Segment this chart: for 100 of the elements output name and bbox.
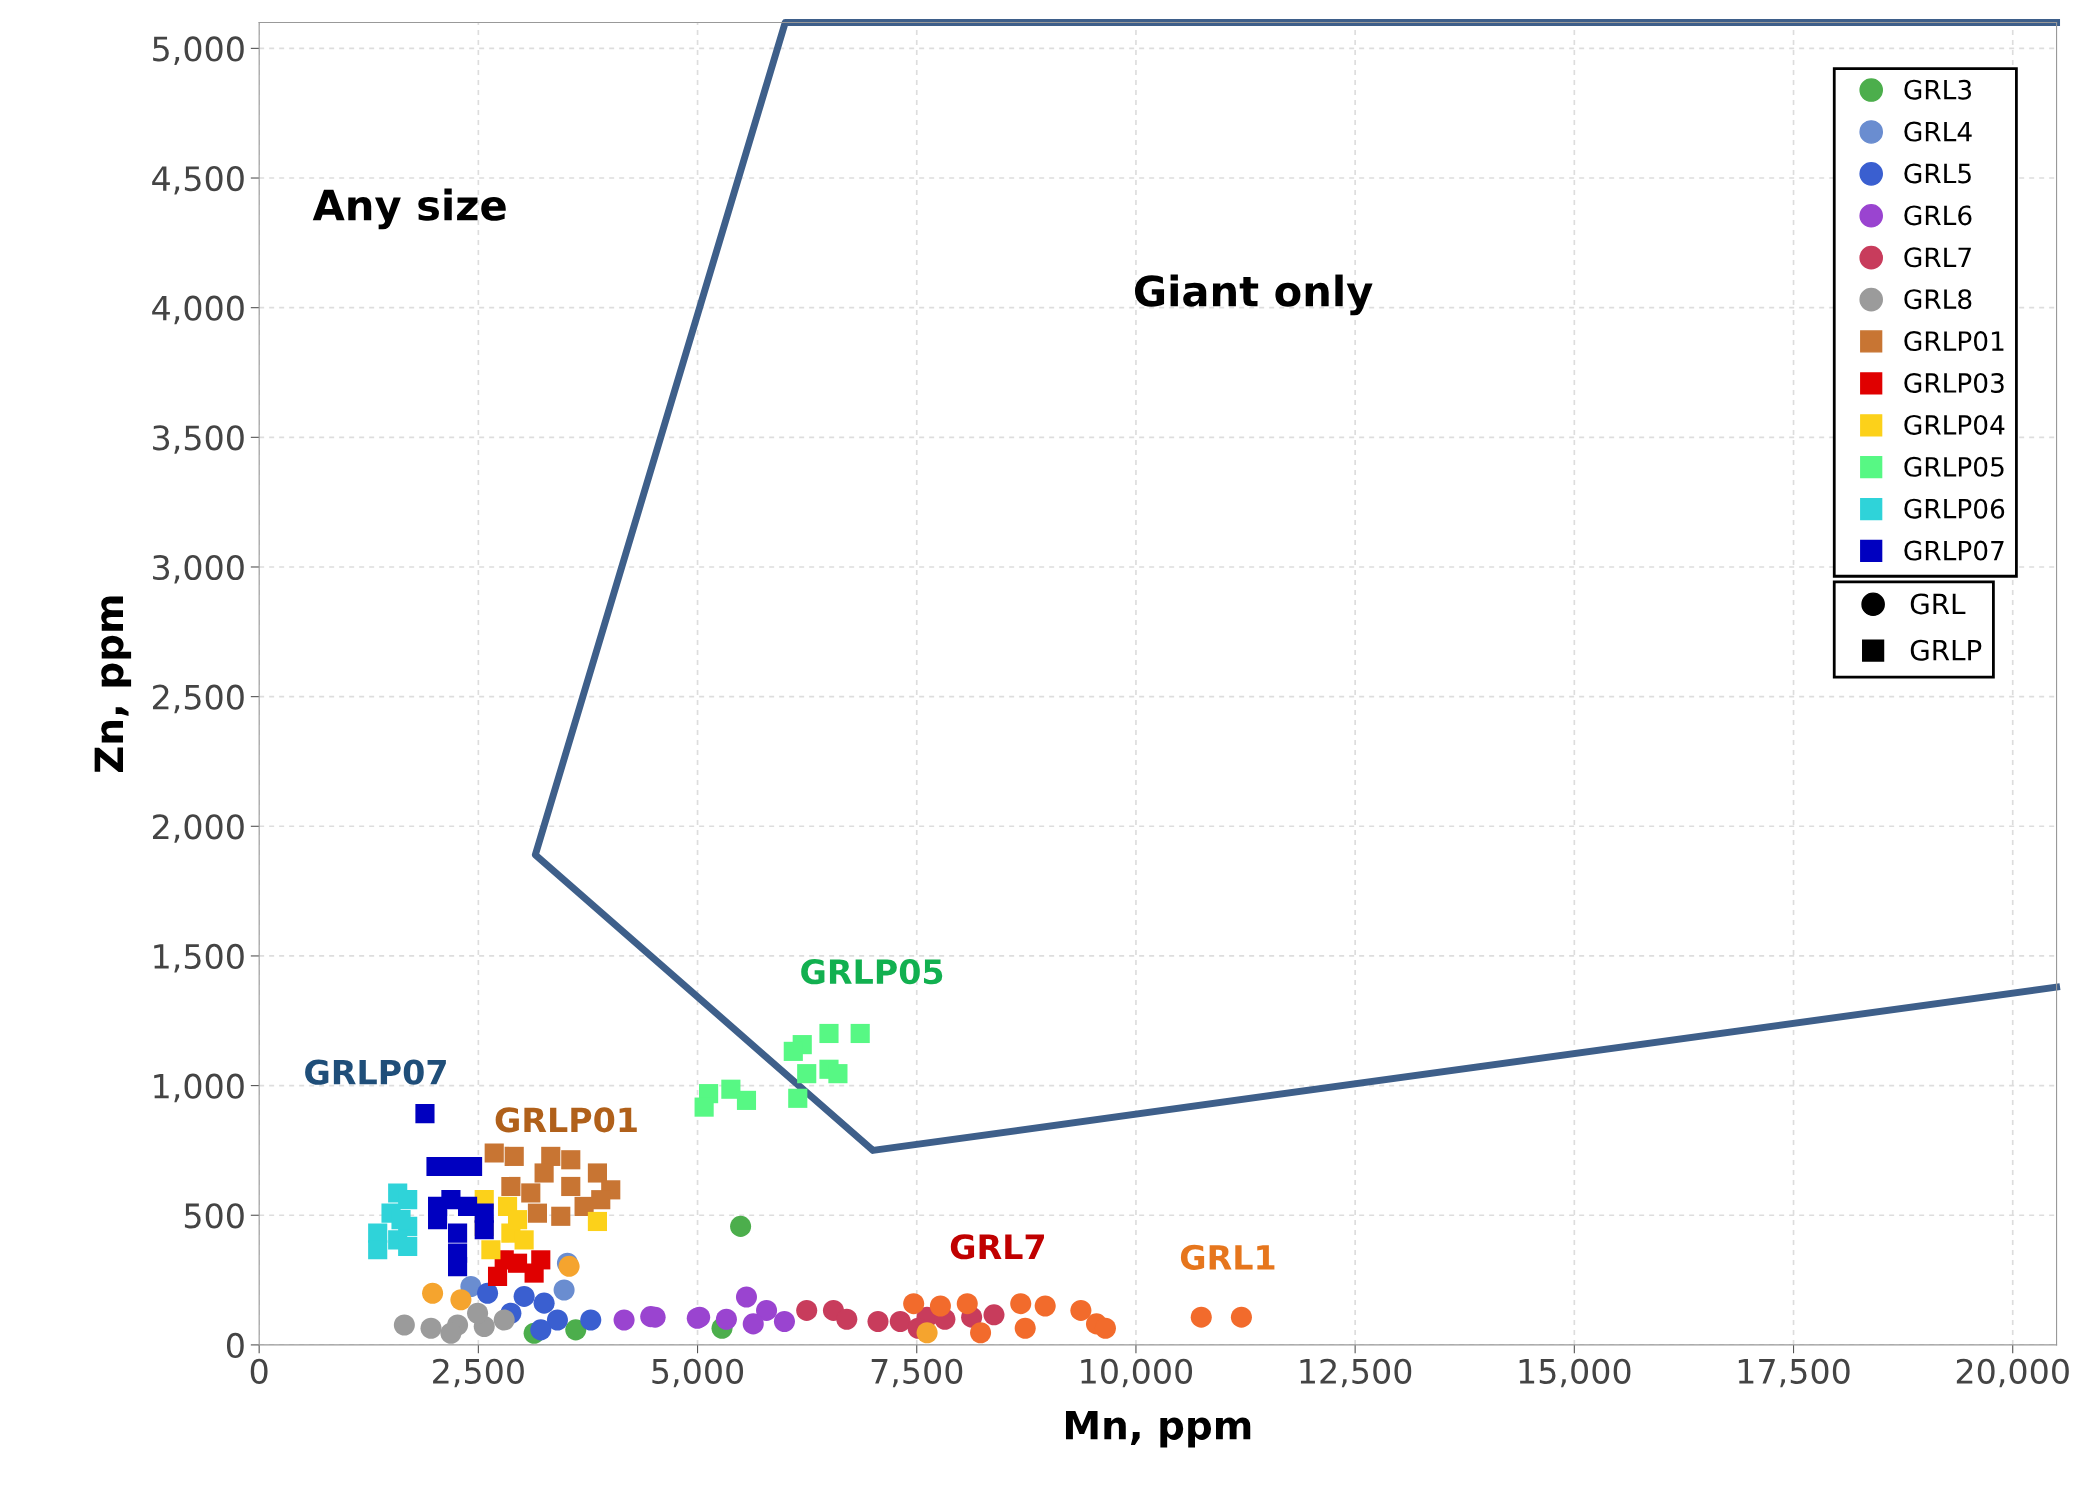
point [565,1319,587,1341]
y-tick-label: 2,500 [152,684,244,714]
point [574,1196,594,1217]
point [398,1190,418,1210]
point [422,1282,444,1304]
point [916,1322,938,1344]
point [742,1313,764,1335]
point [551,1206,571,1226]
point [587,1163,607,1183]
point [561,1176,581,1197]
y-tick-label: 1,500 [154,943,244,973]
point [444,1156,464,1177]
legend-label: GRLP07 [1904,540,2004,561]
point [828,1064,848,1084]
point [970,1322,992,1344]
point [613,1309,635,1331]
point [440,1322,462,1344]
point [463,1156,483,1177]
point [587,1211,607,1232]
point [756,1299,778,1321]
point [819,1023,839,1044]
x-tick-label: 20,000 [1956,1358,2069,1388]
y-tick-label: 3,500 [153,425,244,454]
point [929,1295,951,1317]
x-tick-label: 5,000 [652,1358,744,1388]
legend-label: GRL7 [1904,247,1971,268]
point [1094,1317,1116,1339]
legend-label: GRL [1910,593,1966,615]
annotation: Giant only [1134,274,1373,316]
point [458,1196,478,1217]
x-tick-label: 17,500 [1738,1358,1850,1388]
point [1010,1293,1032,1315]
legend-label: GRLP01 [1904,331,2004,352]
point [730,1215,752,1237]
y-tick-label: 4,500 [152,165,244,195]
annotation: GRL7 [950,1234,1044,1260]
point [546,1309,568,1331]
point [420,1317,442,1339]
point [504,1146,524,1166]
point [1034,1295,1056,1317]
point [426,1156,446,1177]
annotation: GRLP07 [305,1059,446,1085]
point [507,1210,528,1230]
x-tick-label: 2,500 [433,1358,524,1388]
legend-label: GRL5 [1904,163,1971,184]
point [694,1097,714,1117]
point [524,1263,544,1283]
point [530,1319,552,1341]
point [889,1311,911,1333]
point [415,1104,435,1124]
point [1230,1306,1252,1328]
y-tick-label: 2,000 [152,814,244,843]
point [501,1176,521,1197]
point [487,1266,508,1287]
point [477,1282,499,1304]
annotation: Any size [312,188,506,230]
point [1014,1317,1036,1339]
legend-label: GRL8 [1904,289,1972,310]
legend-label: GRL3 [1904,79,1972,100]
point [1190,1306,1212,1328]
point [393,1314,415,1336]
point [450,1289,472,1311]
point [448,1257,468,1277]
point [398,1236,418,1256]
point [467,1302,489,1324]
point [481,1240,501,1260]
point [493,1309,515,1331]
point [983,1304,1005,1326]
annotation: GRLP01 [495,1107,637,1133]
y-tick-label: 5,000 [153,36,244,65]
legend-label: GRLP06 [1904,498,2005,519]
point [715,1308,737,1330]
x-tick-label: 0 [250,1358,268,1384]
y-tick-label: 3,000 [153,554,244,584]
point [797,1064,817,1084]
point [553,1279,575,1301]
point [514,1230,534,1250]
annotation: GRLP05 [801,959,943,985]
y-tick-label: 500 [184,1203,244,1229]
y-tick-label: 1,000 [154,1073,244,1103]
point [580,1309,602,1331]
point [527,1203,548,1223]
point [796,1299,818,1321]
x-tick-label: 7,500 [871,1358,963,1388]
point [513,1285,535,1307]
legend-label: GRLP [1910,639,1982,661]
x-tick-label: 12,500 [1300,1358,1412,1388]
point [783,1041,803,1061]
point [534,1163,554,1183]
point [1070,1299,1092,1321]
point [428,1210,448,1230]
y-axis-title: Zn, ppm [94,596,132,773]
point [773,1311,795,1333]
point [448,1223,468,1243]
point [736,1090,757,1110]
y-tick-label: 0 [226,1332,244,1359]
x-tick-label: 10,000 [1081,1358,1193,1388]
point [903,1293,925,1315]
point [521,1183,541,1203]
point [956,1293,978,1315]
